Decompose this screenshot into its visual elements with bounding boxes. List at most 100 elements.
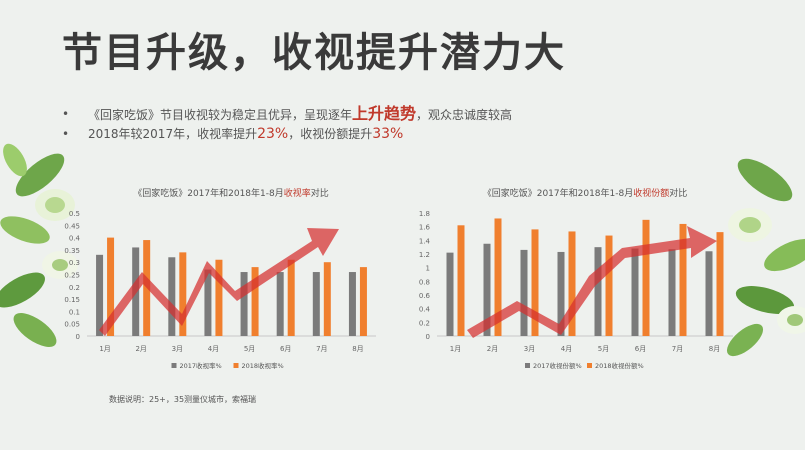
bar-2017 xyxy=(520,249,528,336)
bar-2018 xyxy=(215,259,223,336)
chart-title-highlight: 收视率 xyxy=(284,187,311,199)
bar-2017 xyxy=(668,249,676,336)
legend-swatch xyxy=(233,363,239,368)
bullet-highlight: 上升趋势 xyxy=(352,104,417,123)
x-tick-label: 4月 xyxy=(561,345,572,353)
vegetable-decoration-right xyxy=(726,158,805,357)
bar-2018 xyxy=(179,252,187,336)
bar-2017 xyxy=(240,272,248,336)
legend-label: 2018收视率% xyxy=(242,361,284,370)
x-tick-label: 6月 xyxy=(635,345,646,353)
y-tick-label: 0.6 xyxy=(419,292,431,300)
chart-title-highlight: 收视份额 xyxy=(633,187,669,199)
legend-swatch xyxy=(587,363,592,368)
bar-2018 xyxy=(107,237,115,336)
bullet-marker: • xyxy=(62,127,70,141)
page-title: 节目升级，收视提升潜力大 xyxy=(62,30,566,76)
x-tick-label: 8月 xyxy=(352,345,363,353)
x-tick-label: 4月 xyxy=(208,345,219,353)
bar-2017 xyxy=(483,243,491,336)
y-tick-label: 0.5 xyxy=(69,210,80,218)
bar-2018 xyxy=(323,262,331,336)
chart-title: 《回家吃饭》2017年和2018年1-8月收视率对比 xyxy=(133,187,329,199)
bullet-text: 《回家吃饭》节目收视较为稳定且优异，呈现逐年上升趋势，观众忠诚度较高 xyxy=(88,104,512,125)
bullet-text-part: 《回家吃饭》节目收视较为稳定且优异，呈现逐年 xyxy=(88,108,353,122)
legend-swatch xyxy=(525,363,530,368)
bar-2018 xyxy=(287,259,295,336)
x-tick-label: 6月 xyxy=(280,345,291,353)
y-tick-label: 0 xyxy=(76,333,80,341)
bar-2018 xyxy=(605,235,613,336)
y-tick-label: 0.3 xyxy=(69,259,80,267)
y-tick-label: 1.4 xyxy=(419,237,431,245)
y-tick-label: 0.4 xyxy=(69,235,81,243)
chart-title-part: 对比 xyxy=(669,187,687,199)
y-tick-label: 0.2 xyxy=(419,319,430,327)
y-tick-label: 0.15 xyxy=(64,296,80,304)
x-tick-label: 1月 xyxy=(450,345,461,353)
bar-2018 xyxy=(143,240,151,336)
legend-label: 2017收视率% xyxy=(180,361,222,370)
chart-title-part: 《回家吃饭》2017年和2018年1-8月 xyxy=(483,187,634,199)
bullet-marker: • xyxy=(62,107,70,121)
bar-2018 xyxy=(359,267,367,336)
y-tick-label: 0.25 xyxy=(64,272,80,280)
bullet-highlight: 23% xyxy=(257,126,289,142)
bar-2017 xyxy=(312,272,320,336)
legend-swatch xyxy=(171,363,177,368)
x-tick-label: 2月 xyxy=(135,345,146,353)
x-tick-label: 7月 xyxy=(672,345,683,353)
x-tick-label: 5月 xyxy=(244,345,255,353)
y-tick-label: 0.05 xyxy=(64,321,80,329)
bullet-text-part: 2018年较2017年，收视率提升 xyxy=(88,127,258,141)
bar-2017 xyxy=(594,247,602,336)
trend-arrow xyxy=(467,226,717,338)
bar-2018 xyxy=(531,229,539,336)
bar-2017 xyxy=(557,251,565,336)
y-tick-label: 1.8 xyxy=(419,210,430,218)
legend-label: 2017收视份额% xyxy=(533,361,582,370)
bar-2017 xyxy=(446,252,454,336)
bullet-text-part: ，收视份额提升 xyxy=(288,127,373,141)
bar-2017 xyxy=(276,272,284,336)
bar-2018 xyxy=(494,218,502,336)
x-tick-label: 3月 xyxy=(524,345,535,353)
y-tick-label: 1.2 xyxy=(419,251,430,259)
y-tick-label: 0.2 xyxy=(69,284,80,292)
y-tick-label: 0.1 xyxy=(69,308,80,316)
bar-2017 xyxy=(348,272,356,336)
chart-title-part: 对比 xyxy=(311,187,329,199)
chart-title: 《回家吃饭》2017年和2018年1-8月收视份额对比 xyxy=(483,187,688,199)
data-note: 数据说明：25+，35测量仪城市，索福瑞 xyxy=(109,395,257,404)
bar-2017 xyxy=(631,248,639,336)
legend-label: 2018收视份额% xyxy=(595,361,644,370)
bar-2017 xyxy=(204,269,212,336)
bar-2017 xyxy=(705,251,713,336)
x-tick-label: 3月 xyxy=(172,345,183,353)
bar-2018 xyxy=(251,267,259,336)
x-tick-label: 5月 xyxy=(598,345,609,353)
vegetable-decoration-left xyxy=(0,143,78,347)
trend-arrow xyxy=(99,228,339,336)
y-tick-label: 0.8 xyxy=(419,278,430,286)
bar-2018 xyxy=(568,231,576,336)
x-tick-label: 2月 xyxy=(487,345,498,353)
bar-2018 xyxy=(716,232,724,336)
y-tick-label: 0.35 xyxy=(64,247,80,255)
x-tick-label: 8月 xyxy=(709,345,720,353)
y-tick-label: 0 xyxy=(426,333,430,341)
y-tick-label: 0.4 xyxy=(419,306,431,314)
bar-2018 xyxy=(457,225,465,336)
chart-1: 《回家吃饭》2017年和2018年1-8月收视率对比 0 0.05 0.1 0.15 0.… xyxy=(64,187,376,370)
bar-2017 xyxy=(168,257,176,336)
y-tick-label: 0.45 xyxy=(64,222,80,230)
x-tick-label: 7月 xyxy=(316,345,327,353)
bar-2017 xyxy=(96,254,104,336)
bullet-highlight: 33% xyxy=(372,126,404,142)
bar-2018 xyxy=(642,219,650,336)
bullet-text: 2018年较2017年，收视率提升23%，收视份额提升33% xyxy=(88,124,403,144)
y-tick-label: 1 xyxy=(426,265,430,273)
chart-title-part: 《回家吃饭》2017年和2018年1-8月 xyxy=(133,187,284,199)
bullet-text-part: ，观众忠诚度较高 xyxy=(416,108,513,122)
